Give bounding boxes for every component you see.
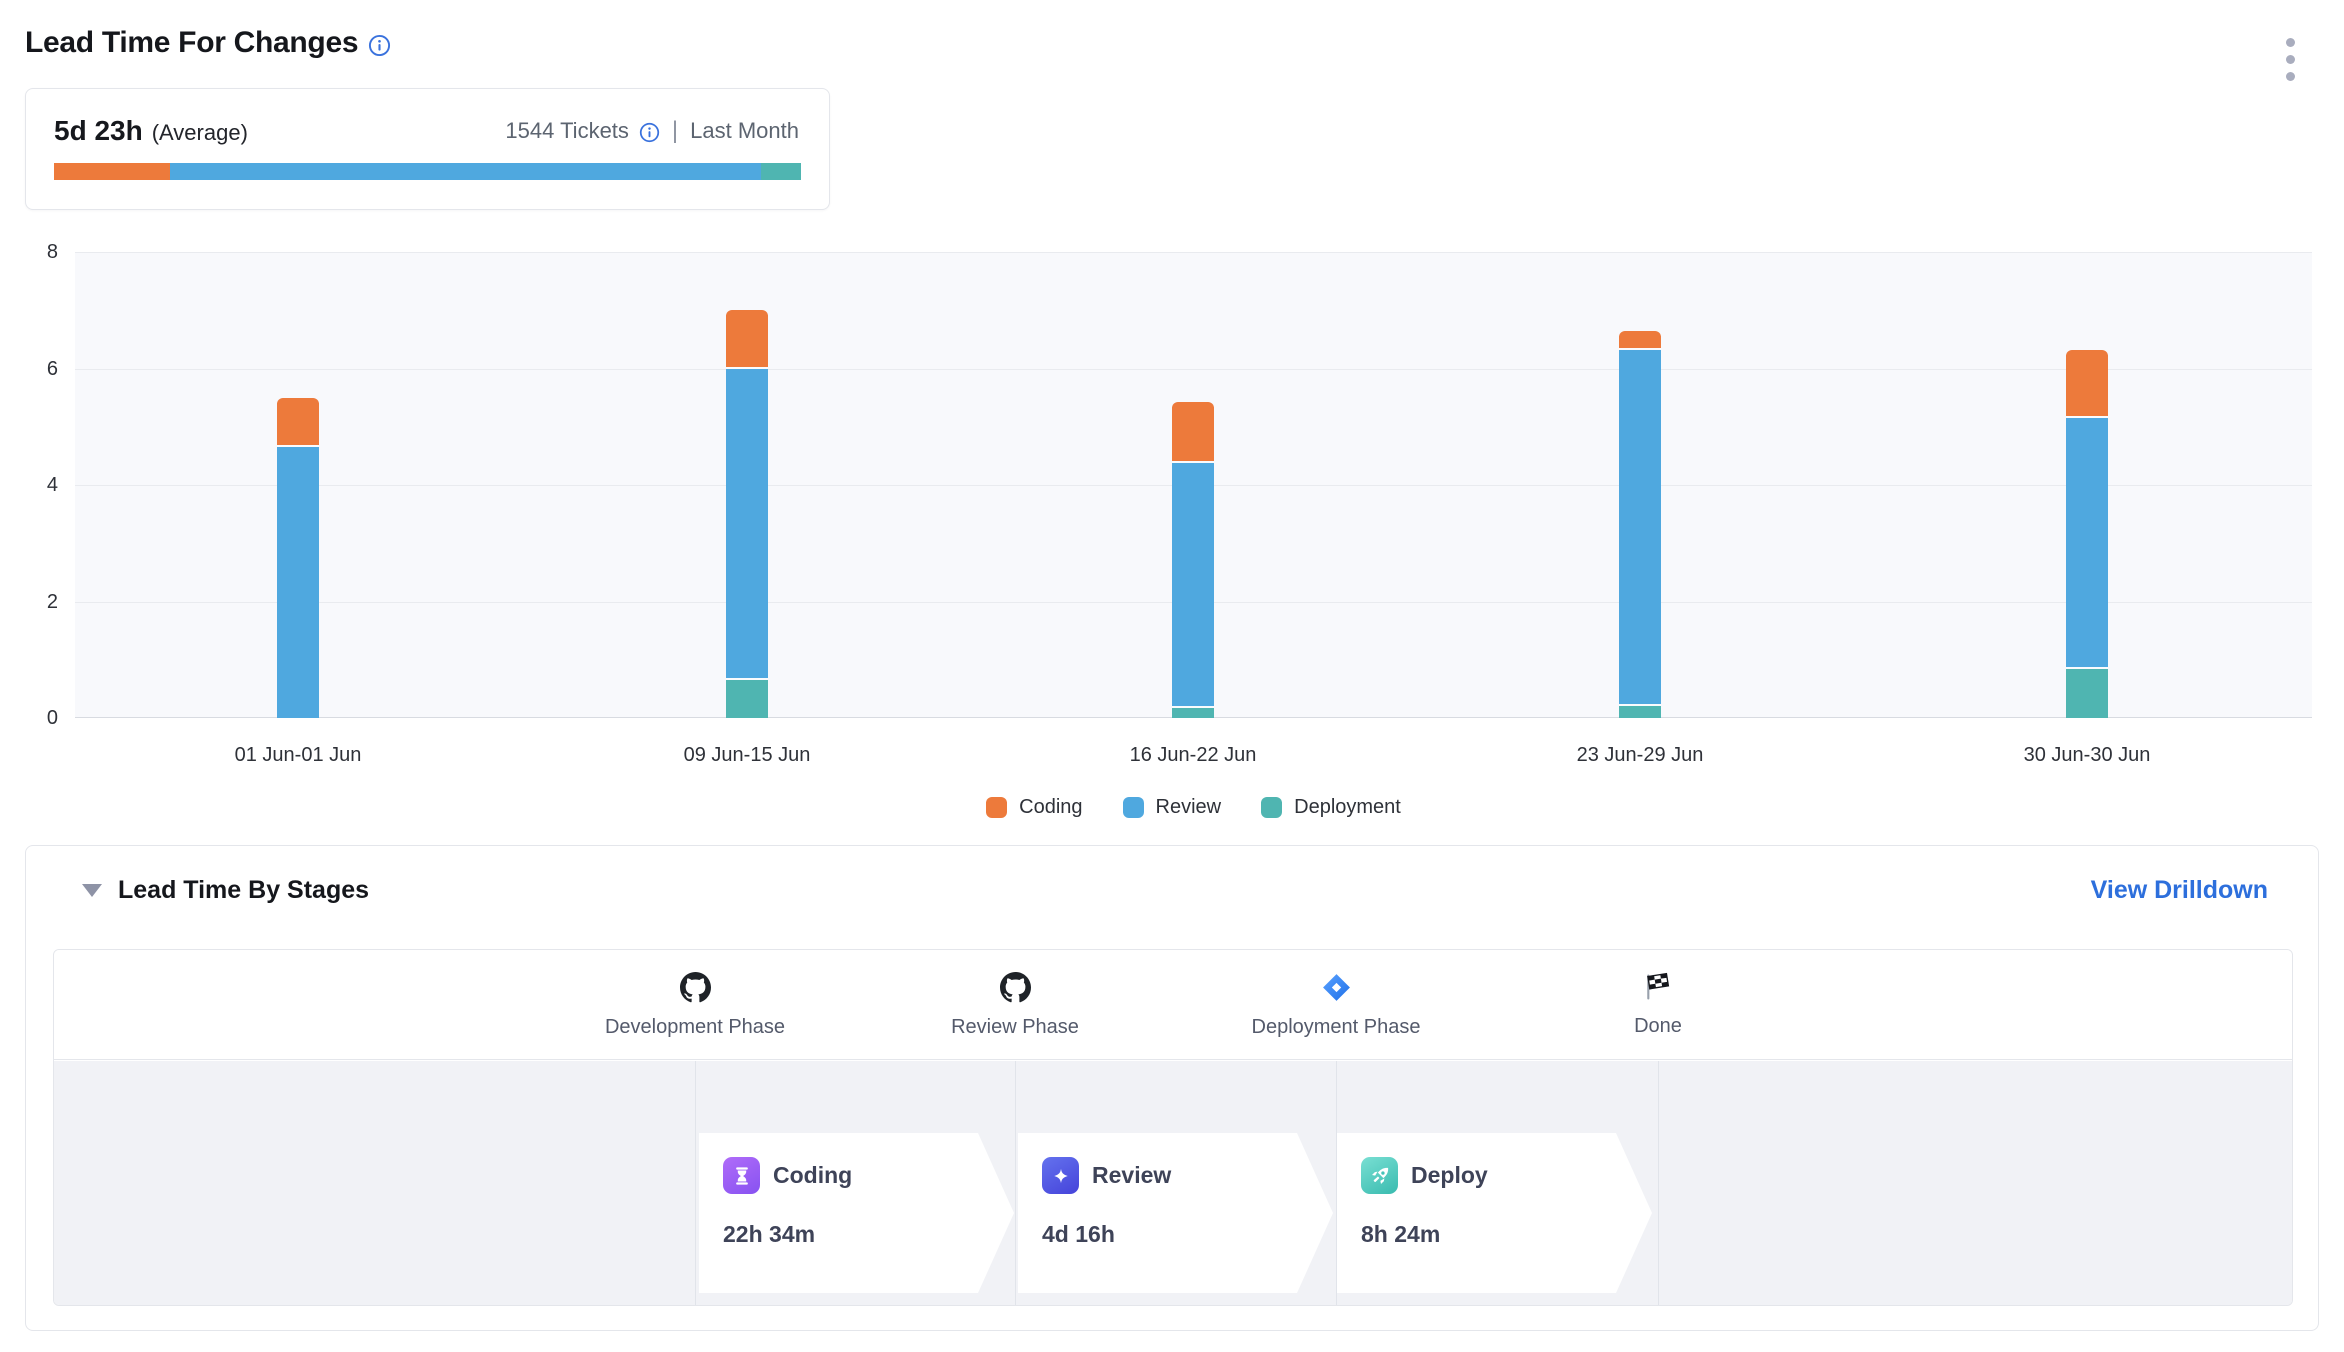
phase-deployment-phase: Deployment Phase — [1176, 950, 1496, 1039]
hourglass-icon — [723, 1157, 760, 1194]
legend-item-deployment[interactable]: Deployment — [1261, 796, 1401, 819]
bar-segment-coding — [1619, 330, 1661, 350]
y-tick-6: 6 — [46, 357, 58, 380]
average-label: (Average) — [151, 120, 248, 145]
column-divider — [1015, 1061, 1016, 1305]
phase-done: Done — [1498, 950, 1818, 1038]
average-value: 5d 23h — [54, 115, 143, 146]
column-divider — [1336, 1061, 1337, 1305]
x-tick-label: 30 Jun-30 Jun — [2023, 744, 2151, 766]
x-tick-label: 01 Jun-01 Jun — [234, 744, 362, 766]
caret-down-icon[interactable] — [82, 884, 102, 897]
stages-title: Lead Time By Stages — [118, 876, 370, 904]
phase-development-phase: Development Phase — [535, 950, 855, 1039]
bar-segment-review — [1619, 349, 1661, 707]
github-icon — [679, 972, 711, 1004]
stage-duration: 4d 16h — [1042, 1221, 1115, 1247]
summary-bar-segment-deployment — [760, 163, 801, 180]
widget-header: Lead Time For Changes — [25, 26, 2319, 87]
github-icon — [999, 972, 1031, 1004]
x-tick-label: 23 Jun-29 Jun — [1576, 744, 1704, 766]
bar-segment-coding — [1172, 402, 1214, 464]
bar-segment-deployment — [1619, 706, 1661, 718]
kebab-menu-icon[interactable] — [2276, 32, 2305, 87]
x-tick-label: 09 Jun-15 Jun — [683, 744, 811, 766]
bar-23-jun-29-jun[interactable] — [1619, 330, 1661, 718]
gridline-6 — [75, 369, 2312, 370]
info-icon[interactable] — [368, 34, 391, 57]
legend-item-review[interactable]: Review — [1122, 796, 1222, 819]
y-axis: 0 2 4 6 8 — [0, 241, 58, 729]
phase-label: Deployment Phase — [1251, 1016, 1421, 1038]
x-axis: 01 Jun-01 Jun 09 Jun-15 Jun 16 Jun-22 Jun 2… — [75, 744, 2312, 774]
bar-16-jun-22-jun[interactable] — [1172, 402, 1214, 718]
chart-legend: Coding Review Deployment — [75, 796, 2312, 819]
separator: | — [671, 117, 679, 144]
bar-segment-deployment — [726, 680, 768, 718]
bar-09-jun-15-jun[interactable] — [726, 310, 768, 718]
view-drilldown-link[interactable]: View Drilldown — [2090, 876, 2268, 904]
legend-swatch — [1261, 797, 1283, 818]
phase-label: Review Phase — [951, 1016, 1079, 1038]
summary-card: 5d 23h (Average) 1544 Tickets | Last Mon… — [25, 88, 830, 210]
bar-segment-deployment — [1172, 708, 1214, 718]
checkered-flag-icon — [1643, 972, 1673, 1004]
stage-label: Deploy — [1411, 1162, 1488, 1188]
summary-progress-bar — [54, 163, 801, 180]
phase-label: Done — [1634, 1015, 1682, 1037]
gridline-8 — [75, 252, 2312, 253]
bar-01-jun-01-jun[interactable] — [277, 397, 319, 718]
stages-table: Development Phase Review Phase Deployment … — [53, 949, 2293, 1306]
jira-diamond-icon — [1321, 972, 1352, 1004]
bar-segment-review — [277, 447, 319, 718]
y-tick-0: 0 — [46, 707, 58, 729]
phase-label: Development Phase — [604, 1016, 786, 1038]
column-divider — [1658, 1061, 1659, 1305]
tickets-count: 1544 Tickets — [505, 118, 629, 143]
rocket-icon — [1361, 1157, 1398, 1194]
x-tick-label: 16 Jun-22 Jun — [1129, 744, 1257, 766]
stages-body: Coding 22h 34m Review 4d 16h Deploy 8h 24m — [54, 1061, 2292, 1305]
bar-segment-review — [1172, 463, 1214, 709]
legend-label: Deployment — [1294, 796, 1401, 818]
stage-label: Coding — [773, 1162, 853, 1188]
legend-swatch — [1122, 797, 1144, 818]
y-tick-4: 4 — [46, 474, 58, 496]
bar-segment-coding — [726, 310, 768, 369]
page-title: Lead Time For Changes — [25, 26, 359, 59]
stages-card: Lead Time By Stages View Drilldown Devel… — [25, 845, 2319, 1331]
tickets-info-icon[interactable] — [639, 122, 660, 143]
bar-segment-deployment — [2066, 668, 2108, 718]
summary-bar-segment-review — [169, 163, 761, 180]
bar-30-jun-30-jun[interactable] — [2066, 350, 2108, 718]
stage-card-coding: Coding 22h 34m — [699, 1133, 1014, 1293]
legend-swatch — [986, 797, 1008, 818]
y-tick-8: 8 — [46, 241, 58, 263]
legend-label: Coding — [1019, 796, 1083, 818]
stage-duration: 22h 34m — [723, 1221, 816, 1247]
bar-segment-review — [2066, 418, 2108, 669]
period-label: Last Month — [690, 118, 799, 143]
stage-duration: 8h 24m — [1361, 1221, 1441, 1247]
stage-card-review: Review 4d 16h — [1018, 1133, 1333, 1293]
phase-review-phase: Review Phase — [855, 950, 1175, 1039]
summary-bar-segment-coding — [54, 163, 170, 180]
column-divider — [695, 1061, 696, 1305]
bar-segment-coding — [2066, 350, 2108, 419]
legend-label: Review — [1155, 796, 1222, 818]
legend-item-coding[interactable]: Coding — [986, 796, 1083, 819]
y-tick-2: 2 — [46, 590, 58, 613]
stage-label: Review — [1092, 1162, 1172, 1188]
lead-time-chart — [75, 252, 2312, 718]
bar-segment-coding — [277, 397, 319, 448]
phases-header-row: Development Phase Review Phase Deployment … — [54, 950, 2292, 1060]
stage-card-deploy: Deploy 8h 24m — [1337, 1133, 1652, 1293]
four-point-star-icon — [1042, 1157, 1079, 1194]
bar-segment-review — [726, 368, 768, 681]
